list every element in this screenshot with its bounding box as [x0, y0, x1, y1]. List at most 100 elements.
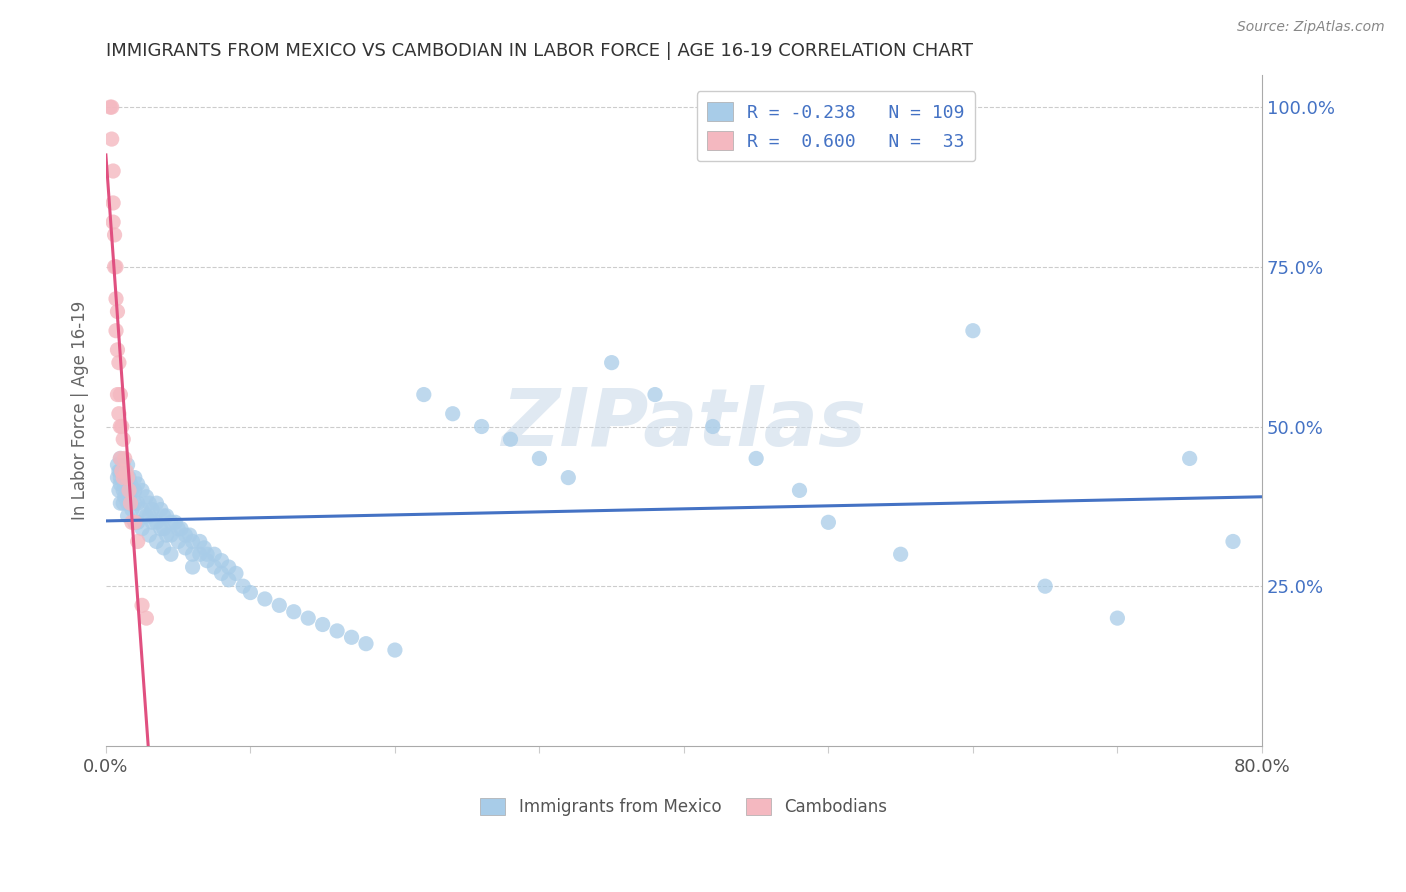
Point: [1178, 451, 1201, 466]
Point: [326, 624, 349, 638]
Point: [110, 477, 132, 491]
Point: [117, 496, 139, 510]
Point: [114, 451, 136, 466]
Point: [118, 490, 141, 504]
Point: [112, 458, 135, 472]
Point: [114, 477, 136, 491]
Point: [112, 483, 135, 498]
Point: [499, 432, 522, 446]
Point: [202, 560, 225, 574]
Point: [127, 534, 149, 549]
Point: [117, 470, 139, 484]
Point: [195, 547, 218, 561]
Point: [124, 470, 146, 484]
Point: [188, 547, 211, 561]
Point: [135, 508, 157, 523]
Point: [107, 387, 129, 401]
Point: [160, 516, 183, 530]
Point: [112, 432, 135, 446]
Point: [101, 196, 124, 211]
Point: [211, 566, 233, 581]
Point: [117, 508, 139, 523]
Point: [105, 260, 128, 274]
Point: [110, 464, 132, 478]
Point: [110, 451, 132, 466]
Point: [108, 483, 131, 498]
Point: [105, 324, 128, 338]
Point: [121, 516, 143, 530]
Point: [181, 534, 204, 549]
Point: [112, 470, 135, 484]
Point: [135, 611, 157, 625]
Point: [112, 496, 135, 510]
Point: [152, 508, 174, 523]
Point: [167, 522, 190, 536]
Point: [117, 470, 139, 484]
Point: [131, 599, 153, 613]
Point: [195, 554, 218, 568]
Point: [529, 451, 551, 466]
Point: [110, 470, 132, 484]
Point: [108, 356, 131, 370]
Point: [131, 502, 153, 516]
Point: [124, 516, 146, 530]
Point: [269, 599, 291, 613]
Point: [107, 458, 129, 472]
Point: [202, 547, 225, 561]
Point: [112, 470, 135, 484]
Point: [218, 560, 240, 574]
Point: [110, 387, 132, 401]
Point: [120, 496, 142, 510]
Point: [441, 407, 464, 421]
Point: [121, 483, 143, 498]
Point: [117, 458, 139, 472]
Point: [149, 522, 172, 536]
Point: [412, 387, 434, 401]
Point: [311, 617, 333, 632]
Point: [1033, 579, 1056, 593]
Point: [167, 534, 190, 549]
Point: [110, 496, 132, 510]
Point: [174, 528, 197, 542]
Point: [105, 292, 128, 306]
Text: ZIPatlas: ZIPatlas: [502, 385, 866, 463]
Point: [118, 470, 141, 484]
Point: [600, 356, 623, 370]
Point: [124, 516, 146, 530]
Point: [103, 227, 125, 242]
Point: [108, 464, 131, 478]
Point: [152, 541, 174, 555]
Point: [1222, 534, 1244, 549]
Point: [100, 100, 122, 114]
Point: [239, 585, 262, 599]
Point: [138, 508, 160, 523]
Point: [149, 502, 172, 516]
Point: [962, 324, 984, 338]
Point: [817, 516, 839, 530]
Point: [124, 483, 146, 498]
Point: [120, 477, 142, 491]
Point: [218, 573, 240, 587]
Point: [354, 637, 377, 651]
Legend: Immigrants from Mexico, Cambodians: Immigrants from Mexico, Cambodians: [474, 791, 894, 822]
Point: [131, 483, 153, 498]
Point: [232, 579, 254, 593]
Point: [114, 490, 136, 504]
Point: [138, 528, 160, 542]
Point: [114, 464, 136, 478]
Point: [188, 534, 211, 549]
Point: [170, 522, 193, 536]
Point: [225, 566, 247, 581]
Point: [111, 464, 134, 478]
Point: [107, 304, 129, 318]
Text: Source: ZipAtlas.com: Source: ZipAtlas.com: [1237, 20, 1385, 34]
Point: [557, 470, 579, 484]
Point: [117, 483, 139, 498]
Point: [181, 560, 204, 574]
Y-axis label: In Labor Force | Age 16-19: In Labor Force | Age 16-19: [72, 301, 89, 520]
Point: [152, 522, 174, 536]
Point: [789, 483, 811, 498]
Point: [340, 630, 363, 644]
Point: [121, 502, 143, 516]
Point: [127, 477, 149, 491]
